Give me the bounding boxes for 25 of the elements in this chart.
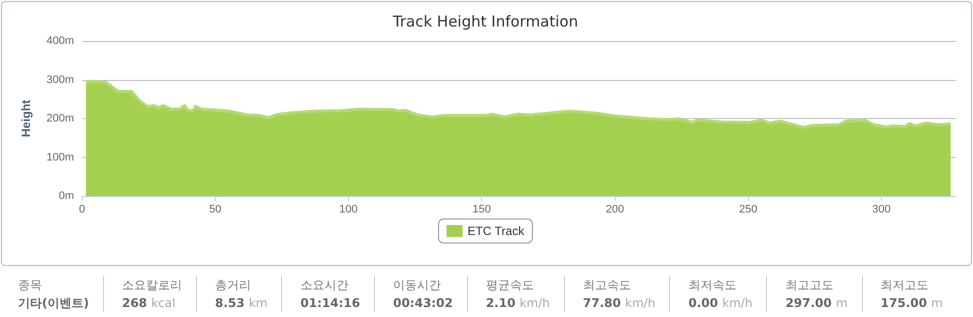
text: 최저속도 0.00 km/h [688,277,752,312]
x-tick-label: 100 [339,204,358,216]
x-tick-label: 300 [872,204,891,216]
text: 총거리 8.53 km [214,277,268,312]
chart-title: Track Height Information [392,12,578,30]
text: 평균속도 2.10 km/h [486,277,550,312]
text: 소요시간 01:14:16 [300,277,360,312]
x-tick-label: 50 [209,204,222,216]
text: 소요칼로리 268 kcal [122,277,182,312]
text: 최저고도 175.00 m [880,277,943,312]
y-tick-label: 100m [46,151,74,164]
x-tick-label: 0 [78,204,86,216]
text: 최고고도 297.00 m [785,277,848,312]
y-axis-title: Height [19,100,33,138]
y-tick-label: 300m [46,74,74,86]
x-tick-label: 250 [738,204,758,216]
text: 최고속도 77.80 km/h [582,277,656,312]
legend-label: ETC Track [468,224,526,238]
text: 이동시간 00:43:02 [393,277,453,312]
text: 종목 기타(이벤트) [18,277,89,312]
y-tick-label: 200m [46,112,74,124]
y-tick-label: 400m [46,35,74,47]
x-tick-label: 150 [472,204,491,216]
x-tick-label: 200 [606,204,624,216]
y-tick-label: 0m [58,190,74,202]
